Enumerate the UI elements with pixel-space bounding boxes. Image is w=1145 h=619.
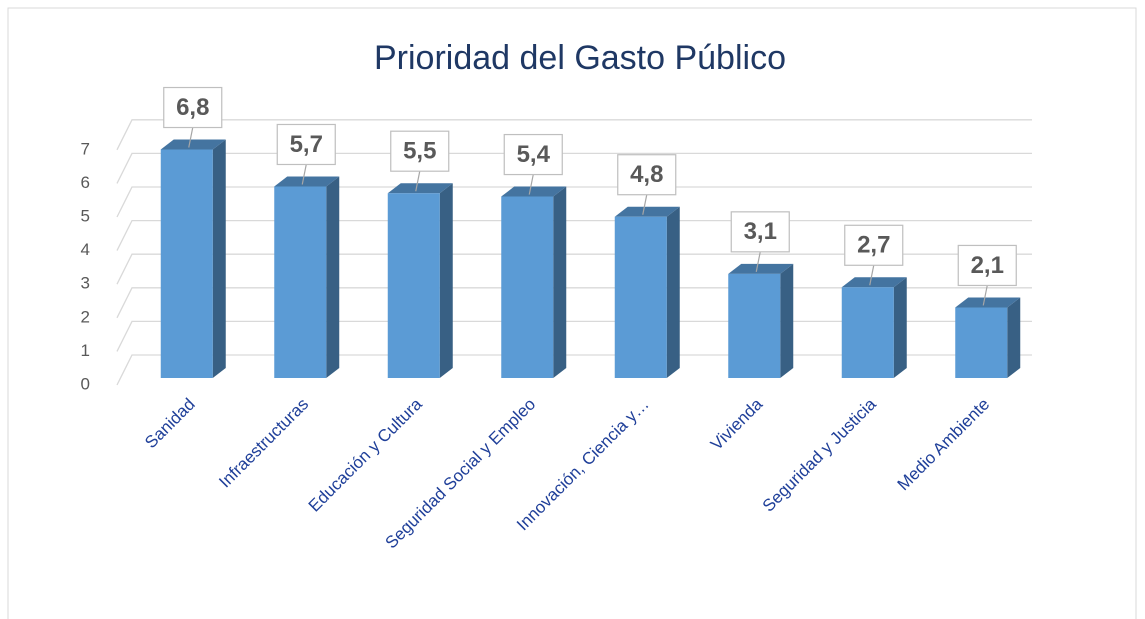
bar-face	[666, 206, 680, 378]
bar-face	[387, 193, 440, 378]
bar-face	[553, 186, 567, 378]
leader-line	[528, 174, 534, 195]
value-label-box	[163, 86, 223, 129]
leader-line	[982, 285, 988, 306]
y-tick-label: 0	[81, 374, 90, 393]
value-label-box	[503, 133, 563, 176]
y-tick-label: 3	[81, 274, 90, 293]
grid-line	[116, 186, 1032, 218]
value-label-box	[844, 224, 904, 266]
bar-face	[614, 206, 680, 217]
bar-face	[274, 176, 340, 187]
value-label-box	[617, 154, 677, 196]
bar-face	[728, 263, 794, 274]
bar-face	[501, 186, 567, 197]
grid-line	[116, 253, 1032, 285]
y-tick-label: 2	[81, 307, 90, 326]
bar-face	[326, 176, 340, 378]
bar	[160, 139, 226, 378]
bar	[274, 176, 340, 378]
bar-face	[274, 186, 327, 378]
grid-line	[116, 152, 1032, 184]
value-label: 5,5	[403, 138, 436, 165]
value-label: 5,4	[517, 141, 551, 168]
bar	[501, 186, 567, 378]
bar-face	[841, 287, 894, 378]
leader-line	[415, 171, 421, 192]
bar	[841, 277, 907, 378]
bar-face	[387, 183, 453, 194]
y-tick-label: 4	[81, 240, 90, 259]
bar-face	[1007, 297, 1021, 378]
leader-line	[301, 164, 307, 185]
value-label: 3,1	[744, 218, 777, 245]
value-label: 5,7	[290, 131, 323, 158]
bar-face	[614, 216, 667, 378]
bar	[955, 297, 1021, 378]
y-tick-label: 5	[81, 206, 90, 225]
bar-face	[212, 139, 226, 378]
leader-line	[755, 251, 761, 272]
value-label: 2,7	[857, 232, 890, 259]
value-label-box	[957, 244, 1017, 287]
bar-face	[728, 273, 781, 378]
y-tick-label: 7	[81, 139, 90, 158]
value-label-box	[730, 211, 790, 253]
chart-title: Prioridad del Gasto Público	[374, 39, 786, 77]
bar	[728, 263, 794, 378]
value-label: 4,8	[630, 161, 663, 188]
y-tick-label: 1	[81, 341, 90, 360]
value-label-box	[390, 130, 450, 172]
leader-line	[869, 265, 875, 286]
y-tick-label: 6	[81, 173, 90, 192]
bar-face	[160, 139, 226, 150]
bar-face	[160, 149, 213, 378]
bar-face	[841, 277, 907, 288]
bar-face	[893, 277, 907, 378]
bar	[614, 206, 680, 378]
value-label: 2,1	[971, 252, 1004, 279]
leader-line	[642, 194, 648, 215]
leader-line	[188, 127, 194, 148]
bar-face	[955, 297, 1021, 308]
value-label-box	[276, 123, 336, 166]
bar-face	[501, 196, 554, 378]
bar-face	[439, 183, 453, 378]
bar-face	[780, 263, 794, 378]
bar-face	[955, 307, 1008, 378]
grid-line	[116, 119, 1032, 151]
bar	[387, 183, 453, 378]
value-label: 6,8	[176, 94, 209, 121]
